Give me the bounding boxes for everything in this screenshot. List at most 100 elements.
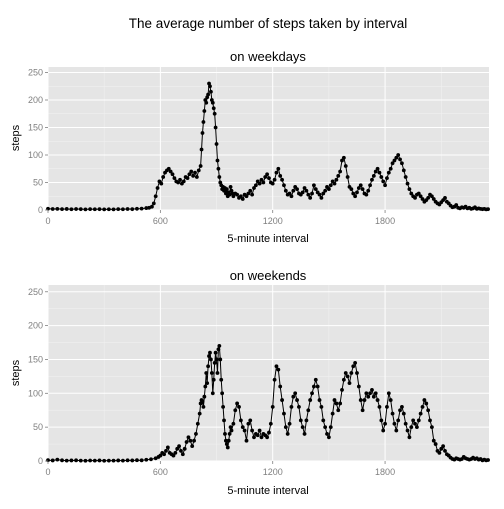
data-point xyxy=(302,186,307,190)
data-point xyxy=(233,408,238,413)
data-point xyxy=(304,188,309,193)
data-point xyxy=(420,404,425,409)
data-point xyxy=(252,186,256,190)
data-point xyxy=(420,197,425,201)
data-point xyxy=(287,191,292,196)
data-point xyxy=(426,196,431,200)
data-point xyxy=(196,168,201,173)
y-tick-label: 0 xyxy=(38,205,43,215)
data-point xyxy=(437,450,442,455)
data-point xyxy=(413,196,417,200)
data-point xyxy=(253,183,258,188)
data-point xyxy=(308,398,313,402)
data-point xyxy=(283,188,288,193)
data-point xyxy=(428,418,432,423)
data-point xyxy=(336,408,341,413)
data-point xyxy=(319,404,324,409)
data-point xyxy=(92,207,97,212)
data-point xyxy=(229,428,234,433)
data-point xyxy=(439,446,444,451)
data-point xyxy=(237,404,241,409)
data-point xyxy=(351,364,356,369)
data-point xyxy=(170,172,175,177)
data-point xyxy=(325,432,329,436)
data-point xyxy=(422,398,427,402)
data-point xyxy=(323,425,328,430)
data-point xyxy=(102,207,107,212)
data-point xyxy=(385,404,389,409)
y-tick-label: 100 xyxy=(28,150,43,160)
data-point xyxy=(226,438,231,443)
data-point xyxy=(267,430,271,435)
data-point xyxy=(50,458,55,463)
data-point xyxy=(88,207,93,212)
data-point xyxy=(308,196,313,200)
data-point xyxy=(224,187,229,192)
data-point xyxy=(353,194,358,199)
data-point xyxy=(486,207,490,212)
data-point xyxy=(328,183,333,188)
data-point xyxy=(139,206,144,211)
data-point xyxy=(358,183,363,188)
data-point xyxy=(250,428,255,433)
data-point xyxy=(371,174,376,178)
data-point xyxy=(409,425,414,430)
data-point xyxy=(111,458,116,463)
y-ticks-weekdays: 0 50 100 150 200 250 xyxy=(28,68,48,215)
data-point xyxy=(263,175,268,179)
data-point xyxy=(214,357,219,362)
data-point xyxy=(240,425,245,430)
data-point xyxy=(429,425,434,430)
data-point xyxy=(403,175,408,179)
data-point xyxy=(193,170,197,175)
x-axis-title-weekends: 5-minute interval xyxy=(227,485,308,497)
data-point xyxy=(214,142,219,146)
data-point xyxy=(185,176,190,181)
data-point xyxy=(392,421,397,426)
data-point xyxy=(332,398,337,402)
data-point xyxy=(219,377,224,382)
data-point xyxy=(370,177,374,182)
data-point xyxy=(323,188,328,193)
data-point xyxy=(177,444,181,449)
data-point xyxy=(373,169,378,174)
data-point xyxy=(69,458,74,463)
data-point xyxy=(283,425,288,430)
data-point xyxy=(293,391,298,396)
data-point xyxy=(83,207,88,212)
x-tick-label: 1200 xyxy=(263,467,283,477)
data-point xyxy=(289,194,294,199)
plot-area-weekdays xyxy=(48,67,489,210)
data-point xyxy=(270,404,275,409)
data-point xyxy=(371,394,376,399)
data-point xyxy=(209,89,213,94)
data-point xyxy=(306,408,311,413)
data-point xyxy=(200,399,205,404)
data-point xyxy=(398,157,402,162)
data-point xyxy=(392,158,397,163)
data-point xyxy=(340,158,344,163)
data-point xyxy=(454,203,459,207)
data-point xyxy=(60,207,64,212)
data-point xyxy=(356,384,361,389)
data-point xyxy=(208,84,212,89)
data-point xyxy=(106,207,111,212)
data-point xyxy=(211,106,216,111)
y-tick-label: 50 xyxy=(33,178,43,188)
data-point xyxy=(443,196,447,200)
data-point xyxy=(326,187,331,192)
data-point xyxy=(259,177,264,182)
data-point xyxy=(155,186,160,190)
data-point xyxy=(386,391,391,396)
data-point xyxy=(278,174,283,178)
data-point xyxy=(312,183,316,188)
data-point xyxy=(106,458,111,463)
data-point xyxy=(341,155,346,160)
data-point xyxy=(390,411,395,416)
data-point xyxy=(213,350,218,355)
data-point xyxy=(194,175,199,179)
data-point xyxy=(162,452,167,457)
data-point xyxy=(486,458,490,462)
x-ticks-weekends: 0 600 1200 1800 xyxy=(45,461,395,477)
data-point xyxy=(373,391,378,396)
